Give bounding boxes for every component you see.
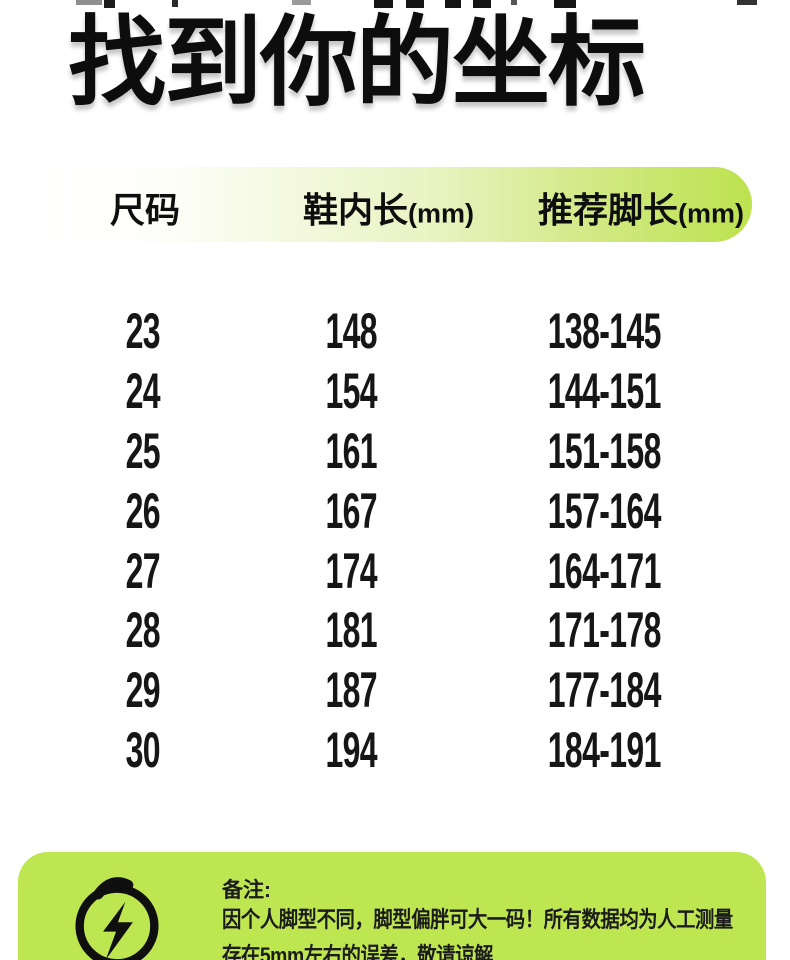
size-cell: 28 [63, 601, 223, 661]
table-row: 27 174 164-171 [0, 542, 790, 602]
foot-length-cell: 151-158 [484, 422, 724, 482]
table-row: 25 161 151-158 [0, 422, 790, 482]
inner-length-cell: 187 [271, 661, 431, 721]
text-fragment [104, 0, 115, 8]
table-row: 23 148 138-145 [0, 302, 790, 362]
cell-value: 24 [125, 362, 161, 419]
size-cell: 29 [63, 661, 223, 721]
column-header-label: 推荐脚长 [538, 191, 679, 230]
cell-value: 138-145 [547, 303, 662, 359]
size-cell: 27 [63, 542, 223, 602]
inner-length-cell: 174 [271, 542, 431, 602]
foot-length-cell: 144-151 [484, 362, 724, 422]
note-label: 备注: [222, 879, 271, 902]
cell-value: 161 [325, 422, 377, 479]
foot-length-cell: 138-145 [484, 302, 724, 362]
size-cell: 23 [63, 302, 223, 362]
cell-value: 23 [125, 303, 161, 359]
cropped-headline-fragments [0, 0, 790, 10]
foot-length-cell: 157-164 [484, 482, 724, 542]
inner-length-cell: 148 [271, 302, 431, 362]
text-fragment [511, 0, 517, 5]
column-header-size: 尺码 [110, 182, 180, 233]
table-row: 30 194 184-191 [0, 721, 790, 781]
inner-length-cell: 161 [271, 422, 431, 482]
cell-value: 26 [125, 482, 161, 539]
cell-value: 157-164 [547, 482, 662, 539]
cell-value: 187 [325, 662, 377, 719]
foot-length-cell: 184-191 [484, 721, 724, 781]
cell-value: 25 [125, 422, 161, 479]
inner-length-cell: 194 [271, 721, 431, 781]
note-line: 存在5mm左右的误差，敬请谅解 [222, 938, 530, 960]
text-fragment [374, 0, 393, 8]
note-line: 因个人脚型不同，脚型偏胖可大一码！所有数据均为人工测量 [222, 902, 790, 934]
column-header-foot-length: 推荐脚长(mm) [538, 182, 744, 233]
inner-length-cell: 154 [271, 362, 431, 422]
column-header-label: 鞋内长 [303, 191, 409, 230]
size-cell: 26 [63, 482, 223, 542]
column-header-label: 尺码 [110, 191, 181, 230]
cell-value: 154 [325, 362, 377, 419]
text-fragment [737, 0, 757, 5]
cell-value: 28 [125, 602, 161, 659]
text-fragment [292, 0, 311, 5]
cell-value: 181 [325, 602, 377, 659]
column-header-unit: (mm) [678, 198, 745, 228]
text-fragment [76, 0, 102, 5]
text-fragment [172, 0, 178, 7]
text-fragment [554, 0, 576, 8]
inner-length-cell: 167 [271, 482, 431, 542]
cell-value: 177-184 [547, 662, 662, 719]
size-cell: 25 [63, 422, 223, 482]
note-text: 存在5mm左右的误差，敬请谅解 [222, 943, 493, 960]
cell-value: 151-158 [547, 422, 662, 479]
table-row: 28 181 171-178 [0, 601, 790, 661]
cell-value: 30 [125, 722, 161, 779]
cell-value: 164-171 [547, 542, 662, 599]
foot-length-cell: 177-184 [484, 661, 724, 721]
size-cell: 30 [63, 721, 223, 781]
table-row: 24 154 144-151 [0, 362, 790, 422]
text-fragment [406, 0, 424, 8]
size-chart-header-bar: 尺码 鞋内长(mm) 推荐脚长(mm) [40, 167, 752, 242]
cell-value: 184-191 [547, 722, 662, 779]
cell-value: 171-178 [547, 602, 662, 659]
cell-value: 174 [325, 542, 377, 599]
cell-value: 148 [325, 303, 377, 359]
foot-length-cell: 164-171 [484, 542, 724, 602]
page-title: 找到你的坐标 [68, 7, 646, 117]
inner-length-cell: 181 [271, 601, 431, 661]
cell-value: 27 [125, 542, 161, 599]
foot-length-cell: 171-178 [484, 601, 724, 661]
column-header-inner-length: 鞋内长(mm) [303, 182, 474, 233]
table-row: 29 187 177-184 [0, 661, 790, 721]
note-panel: 备注: 因个人脚型不同，脚型偏胖可大一码！所有数据均为人工测量 存在5mm左右的… [18, 852, 766, 960]
table-row: 26 167 157-164 [0, 482, 790, 542]
cell-value: 144-151 [547, 362, 662, 419]
size-cell: 24 [63, 362, 223, 422]
note-text: 因个人脚型不同，脚型偏胖可大一码！所有数据均为人工测量 [222, 907, 733, 932]
cell-value: 194 [325, 722, 377, 779]
cell-value: 167 [325, 482, 377, 539]
size-table: 23 148 138-145 24 154 144-151 25 161 151… [0, 302, 790, 781]
column-header-unit: (mm) [408, 198, 475, 228]
text-fragment [445, 0, 461, 8]
cell-value: 29 [125, 662, 161, 719]
lightning-icon [75, 877, 159, 960]
text-fragment [473, 0, 491, 8]
